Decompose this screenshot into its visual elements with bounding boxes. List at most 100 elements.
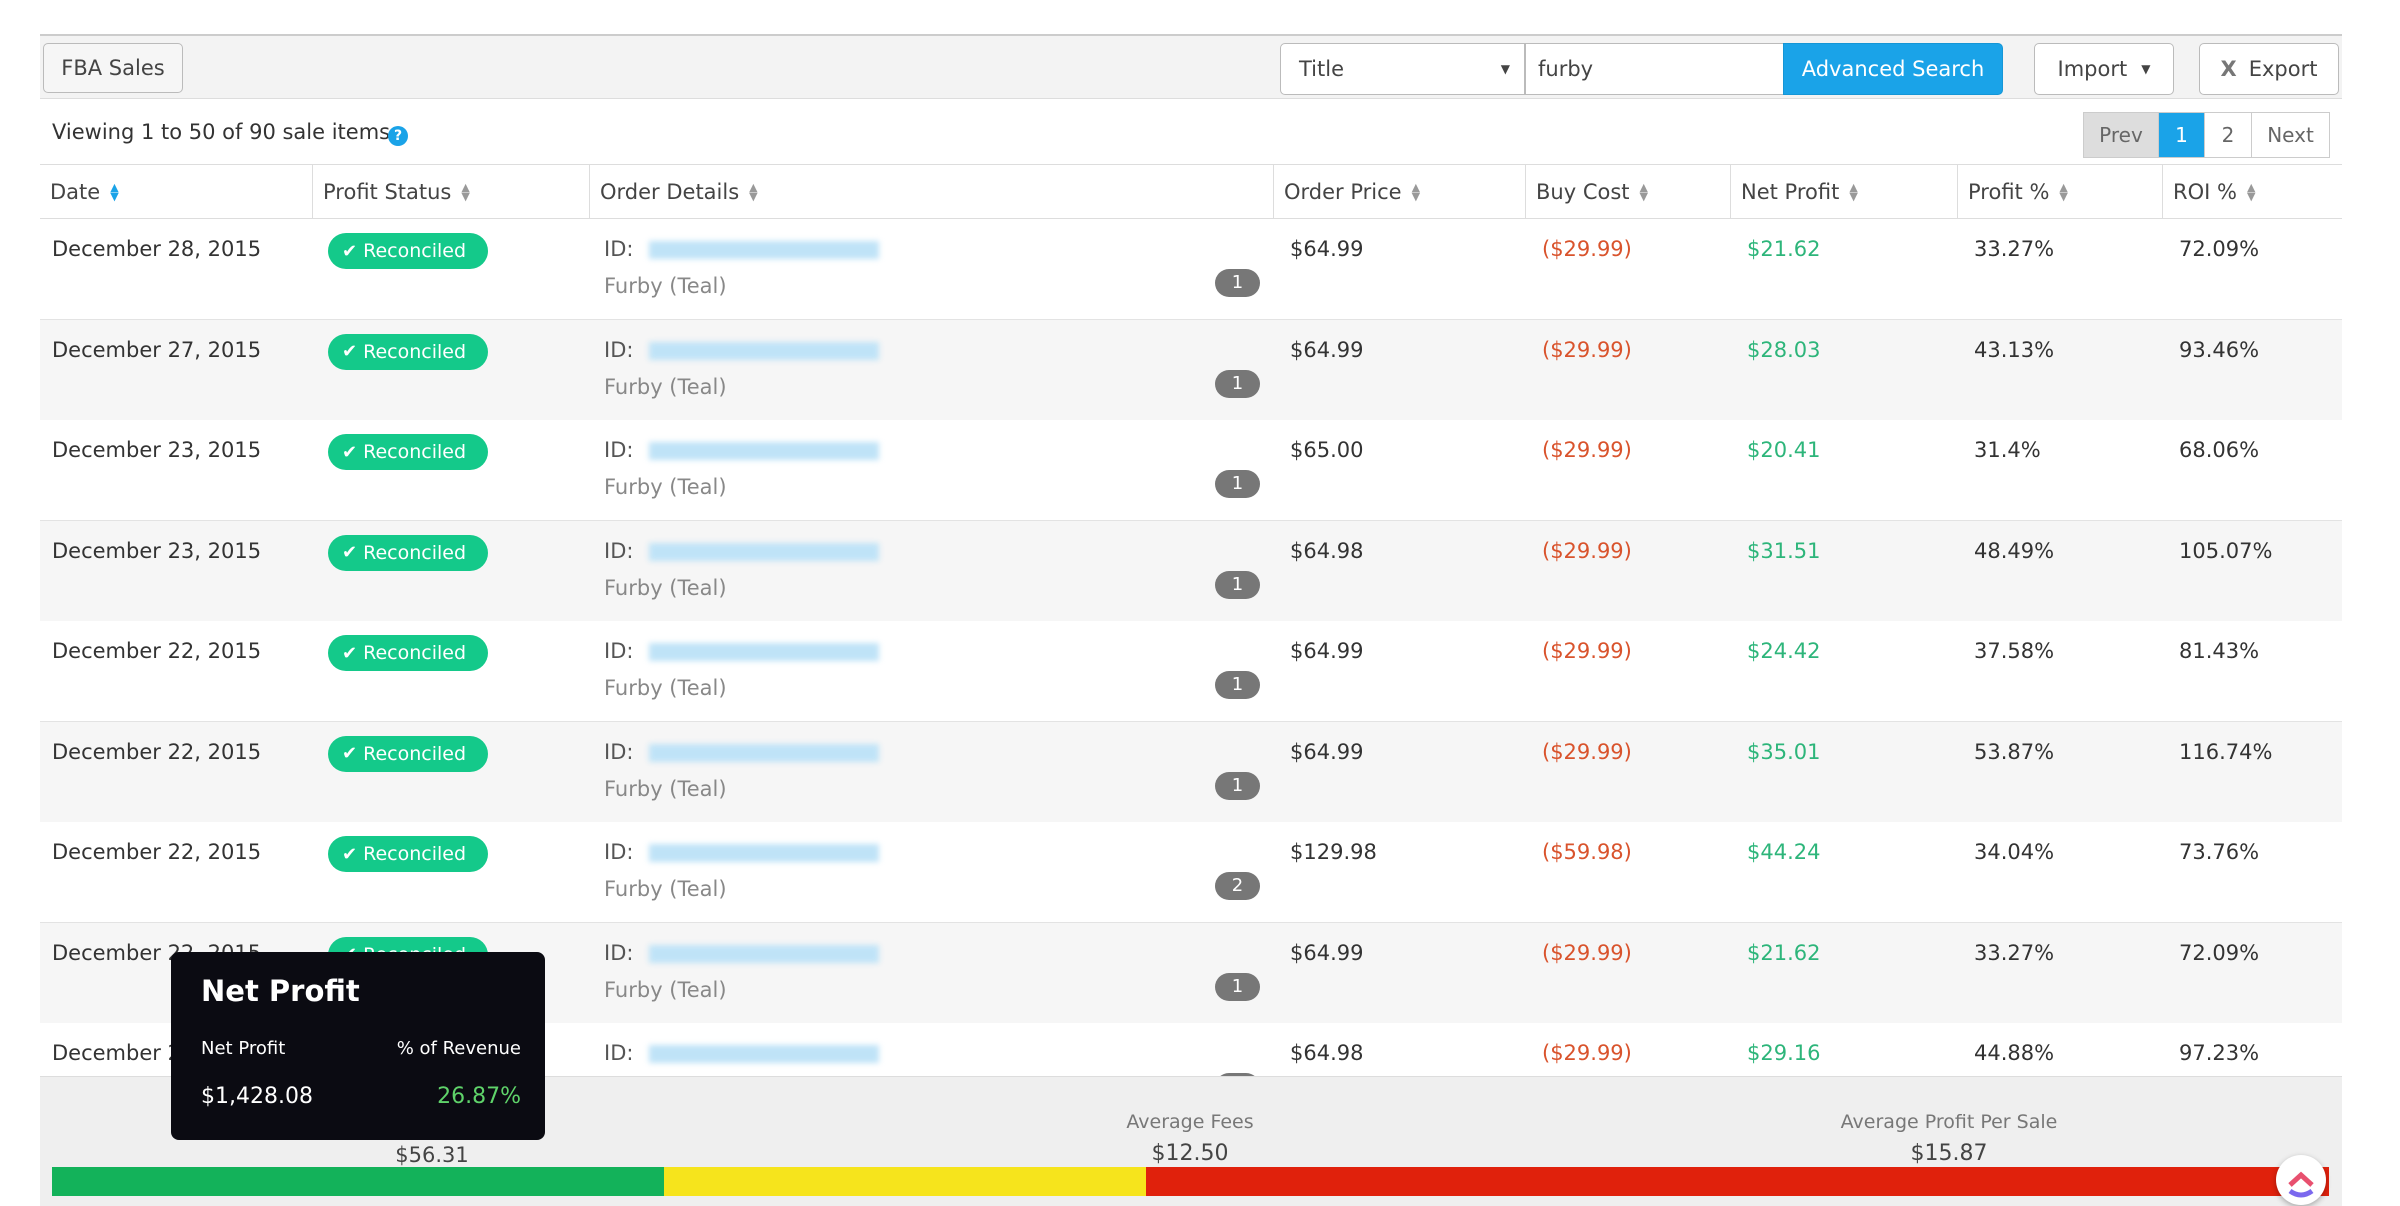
stat-value-text: $15.87 [1910,1141,1988,1166]
status: Reconciled [363,642,466,664]
table-row: December 23, 2015 ✔ Reconciled ID: Furby (Te… [40,520,2342,622]
table-row: December 28, 2015 ✔ Reconciled ID: Furby (Te… [40,219,2342,320]
net-profit: $29.16 [1747,1041,1821,1065]
header-label: Date [50,179,101,204]
status-badge: ✔Reconciled [328,735,488,772]
id-label: ID: [604,840,634,864]
date: December 22, 2015 [52,840,262,864]
sort-icon: ▲ ▼ [110,180,119,203]
search-field-select[interactable]: Title ▼ [1280,43,1525,95]
caret: ▼ [2141,62,2151,76]
id-label: ID: [604,639,634,663]
stat-value-text: $12.50 [1151,1141,1229,1166]
header-label: Order Details [600,179,740,204]
import-button[interactable]: Import ▼ [2034,43,2174,95]
buy-cost: ($29.99) [1542,237,1632,261]
check-icon: ✔ [342,542,358,563]
sort-icon: ▲ ▼ [1639,180,1648,203]
product-title: Furby (Teal) [604,274,727,298]
date: December 22, 2015 [52,639,262,663]
caret: ▼ [1500,62,1510,76]
page-button[interactable]: 2 [2204,112,2252,158]
page-button[interactable]: 1 [2158,112,2205,158]
product-title: Furby (Teal) [604,877,727,901]
column-header[interactable]: Buy Cost ▲ ▼ [1525,165,1730,218]
roi-pct: 97.23% [2179,1041,2260,1065]
date: December 23, 2015 [52,438,262,462]
stat-label-text: Average Profit Per Sale [1840,1111,2058,1133]
order-price: $65.00 [1290,438,1364,462]
id-blurred [649,542,879,561]
check-icon: ✔ [342,441,358,463]
sort-icon: ▲ ▼ [2059,180,2068,203]
footer-value: $56.31 [395,1143,469,1167]
buy-cost: ($29.99) [1542,438,1632,462]
id-label: ID: [604,237,634,261]
progress-bar [52,1167,2329,1196]
id-blurred [649,944,879,963]
page-button[interactable]: Next [2251,112,2330,158]
quantity: 1 [1215,771,1260,800]
table-row: December 23, 2015 ✔ Reconciled ID: Furby (Te… [40,420,2342,521]
profit-pct: 31.4% [1974,438,2041,462]
help-icon[interactable]: ? [388,126,408,146]
buy-cost: ($29.99) [1542,337,1632,362]
header-label: Net Profit [1741,179,1840,204]
status-badge: ✔Reconciled [328,434,488,470]
column-header[interactable]: Date ▲ ▼ [40,165,312,218]
roi-pct: 68.06% [2179,438,2260,462]
column-header[interactable]: ROI % ▲ ▼ [2162,165,2342,218]
status-badge: ✔Reconciled [328,233,488,269]
status: Reconciled [363,340,466,363]
status: Reconciled [363,441,466,463]
roi-pct: 73.76% [2179,840,2260,864]
section-button[interactable]: FBA Sales [43,43,183,93]
table-row: December 22, 2015 ✔Reconciled ID: Furby (Te… [40,721,2342,823]
header-label: ROI % [2173,179,2237,204]
buy-cost: ($29.99) [1542,940,1632,965]
order-price: $64.99 [1290,739,1364,764]
column-header[interactable]: Profit % ▲ ▼ [1957,165,2162,218]
id-blurred [649,241,879,259]
id-label: ID: [604,940,634,965]
header-label: Profit Status [323,179,452,204]
column-header[interactable]: Order Details ▲ ▼ [589,165,1273,218]
profit-pct: 37.58% [1974,639,2055,663]
tooltip-col: % of Revenue [396,1038,521,1059]
roi-pct: 116.74% [2179,739,2273,764]
quantity: 1 [1215,1073,1260,1076]
sort-icon: ▲ ▼ [461,180,470,203]
search-input[interactable]: furby [1525,43,1785,95]
id-label: ID: [604,739,634,764]
net-profit: $20.41 [1747,438,1821,462]
excel-icon: X [2220,57,2237,81]
profit-pct: 33.27% [1974,237,2055,261]
column-header[interactable]: Order Price ▲ ▼ [1273,165,1525,218]
buy-cost: ($29.99) [1542,538,1632,563]
order-price: $64.98 [1290,1041,1364,1065]
id-label: ID: [604,1041,634,1065]
search-button[interactable]: Advanced Search [1783,43,2003,95]
status: Reconciled [363,240,466,262]
check-icon: ✔ [342,843,358,865]
chat-widget[interactable] [2276,1155,2326,1205]
buy-cost: ($59.98) [1542,840,1632,864]
export-button[interactable]: X Export [2199,43,2339,95]
product-title: Furby (Teal) [604,977,727,1002]
tooltip: Net Profit Net Profit % of Revenue $1,42… [171,952,545,1140]
net-profit: $21.62 [1747,940,1821,965]
tooltip-col: Net Profit [201,1038,286,1059]
roi-pct: 72.09% [2179,940,2260,965]
check-icon: ✔ [342,341,358,362]
stat-label-text: Average Fees [1126,1111,1254,1133]
page-button[interactable]: Prev [2083,112,2159,158]
product-title: Furby (Teal) [604,475,727,499]
column-header[interactable]: Profit Status ▲ ▼ [312,165,589,218]
header-label: Buy Cost [1536,179,1630,204]
pagination: Prev 1 2 Next [2083,112,2330,158]
column-header[interactable]: Net Profit ▲ ▼ [1730,165,1957,218]
date: December 27, 2015 [52,337,262,362]
id-blurred [649,743,879,762]
status: Reconciled [363,541,466,564]
